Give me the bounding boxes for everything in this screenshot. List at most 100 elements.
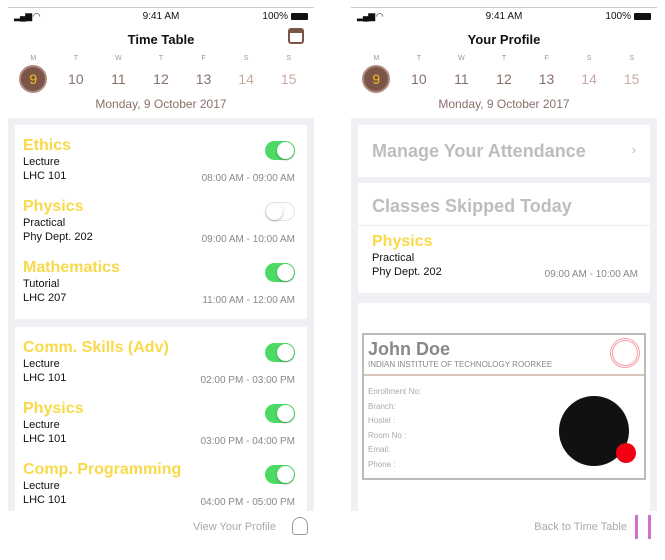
class-time: 09:00 AM - 10:00 AM bbox=[201, 234, 295, 245]
day-number: 9 bbox=[19, 65, 48, 93]
day-number: 10 bbox=[68, 71, 84, 87]
subject: Comp. Programming bbox=[23, 461, 182, 478]
day-number: 10 bbox=[411, 71, 427, 87]
day-letter: T bbox=[501, 55, 507, 62]
timetable-screen: ▂▄▆ ◠ 9:41 AM 100% Time Table M 9 T 10 W 11 T 12 F… bbox=[8, 7, 314, 542]
page-title: Time Table bbox=[127, 32, 195, 47]
pencils-icon[interactable] bbox=[635, 515, 651, 539]
day-number: 9 bbox=[362, 65, 391, 93]
day-number: 15 bbox=[623, 71, 640, 87]
battery-icon bbox=[291, 12, 308, 20]
day-letter: S bbox=[629, 55, 634, 62]
page-title: Your Profile bbox=[467, 32, 541, 47]
class-time: 03:00 PM - 04:00 PM bbox=[200, 436, 296, 447]
profile-icon[interactable] bbox=[292, 517, 308, 535]
manage-attendance-button[interactable]: Manage Your Attendance › bbox=[358, 125, 650, 177]
day-11[interactable]: W 11 bbox=[102, 55, 134, 93]
institute-logo bbox=[610, 338, 640, 368]
id-field: Email: bbox=[368, 445, 391, 454]
day-15[interactable]: S 15 bbox=[616, 55, 648, 93]
class-card: Comm. Skills (Adv) Lecture LHC 101 02:00 PM… bbox=[15, 327, 307, 511]
class-item: Ethics Lecture LHC 101 08:00 AM - 09:00 AM bbox=[23, 137, 295, 184]
day-number: 14 bbox=[238, 71, 254, 87]
class-item: Comm. Skills (Adv) Lecture LHC 101 02:00 PM… bbox=[23, 339, 296, 386]
day-13[interactable]: F 13 bbox=[188, 55, 220, 93]
id-field: Room No : bbox=[368, 430, 407, 440]
day-letter: S bbox=[243, 55, 249, 62]
day-13[interactable]: F 13 bbox=[531, 55, 563, 93]
chevron-right-icon: › bbox=[631, 142, 636, 157]
day-letter: T bbox=[73, 55, 78, 62]
attendance-toggle[interactable] bbox=[265, 404, 295, 423]
attendance-toggle[interactable] bbox=[265, 465, 295, 484]
day-letter: S bbox=[286, 55, 291, 62]
day-letter: T bbox=[416, 55, 421, 62]
attendance-toggle[interactable] bbox=[265, 141, 295, 160]
day-letter: W bbox=[458, 55, 465, 62]
class-item: Physics Practical Phy Dept. 202 09:00 AM - … bbox=[23, 198, 295, 245]
day-number: 13 bbox=[195, 71, 212, 87]
day-14[interactable]: S 14 bbox=[230, 55, 262, 93]
day-number: 12 bbox=[496, 71, 512, 87]
id-card: John Doe INDIAN INSTITUTE OF TECHNOLOGY … bbox=[362, 333, 646, 480]
subject: Physics bbox=[23, 198, 84, 215]
day-12[interactable]: T 12 bbox=[488, 55, 520, 93]
day-letter: M bbox=[30, 55, 37, 62]
day-letter: F bbox=[544, 55, 549, 62]
status-bar: ▂▄▆ ◠ 9:41 AM 100% bbox=[351, 10, 657, 24]
class-item: Mathematics Tutorial LHC 207 11:00 AM - 12:… bbox=[23, 259, 295, 306]
status-bar: ▂▄▆ ◠ 9:41 AM 100% bbox=[8, 10, 314, 24]
skipped-class-item: Physics Practical Phy Dept. 202 09:00 AM… bbox=[372, 233, 638, 280]
subject: Physics bbox=[23, 400, 84, 417]
day-10[interactable]: T 10 bbox=[403, 55, 435, 93]
attendance-toggle[interactable] bbox=[265, 202, 295, 221]
day-12[interactable]: T 12 bbox=[145, 55, 177, 93]
day-number: 14 bbox=[581, 71, 597, 87]
attendance-toggle[interactable] bbox=[265, 263, 295, 282]
class-item: Comp. Programming Lecture LHC 101 04:00 PM … bbox=[23, 461, 296, 508]
day-letter: F bbox=[201, 55, 206, 62]
day-number: 12 bbox=[153, 71, 169, 87]
profile-screen: ▂▄▆ ◠ 9:41 AM 100% Your Profile M 9 T 10 W 11 T 1… bbox=[351, 7, 657, 542]
subject: Ethics bbox=[23, 137, 72, 154]
day-number: 11 bbox=[454, 71, 469, 87]
day-letter: M bbox=[373, 55, 380, 62]
day-letter: T bbox=[158, 55, 164, 62]
signal-icon: ▂▄▆ ◠ bbox=[14, 11, 41, 21]
day-number: 11 bbox=[111, 71, 126, 87]
id-field: Enrollment No: bbox=[368, 387, 421, 396]
class-time: 02:00 PM - 03:00 PM bbox=[200, 375, 296, 386]
selected-date: Monday, 9 October 2017 bbox=[95, 97, 227, 111]
back-to-timetable-link[interactable]: Back to Time Table bbox=[534, 521, 627, 533]
class-card: Ethics Lecture LHC 101 08:00 AM - 09:00 AM P… bbox=[15, 125, 307, 319]
skipped-classes-card: Classes Skipped Today Physics Practical … bbox=[358, 183, 650, 293]
class-time: 11:00 AM - 12:00 AM bbox=[202, 295, 295, 306]
battery-icon bbox=[634, 12, 651, 20]
signal-icon: ▂▄▆ ◠ bbox=[357, 11, 384, 21]
day-14[interactable]: S 14 bbox=[573, 55, 605, 93]
week-strip: M 9 T 10 W 11 T 12 F 13 S 14 S 15 bbox=[8, 55, 314, 93]
day-number: 15 bbox=[280, 71, 297, 87]
class-item: Physics Lecture LHC 101 03:00 PM - 04:00 PM bbox=[23, 400, 296, 447]
class-time: 04:00 PM - 05:00 PM bbox=[200, 497, 296, 508]
student-name: John Doe bbox=[368, 339, 451, 359]
week-strip: M 9 T 10 W 11 T 12 F 13 S 14 S 15 bbox=[351, 55, 657, 93]
day-15[interactable]: S 15 bbox=[273, 55, 305, 93]
id-field: Phone : bbox=[368, 459, 396, 469]
day-10[interactable]: T 10 bbox=[60, 55, 92, 93]
status-dot bbox=[616, 443, 636, 463]
subject: Mathematics bbox=[23, 259, 120, 276]
id-field: Hostel : bbox=[368, 416, 396, 425]
subject: Comm. Skills (Adv) bbox=[23, 339, 169, 356]
attendance-toggle[interactable] bbox=[265, 343, 295, 362]
day-letter: S bbox=[586, 55, 592, 62]
day-letter: W bbox=[115, 55, 122, 62]
calendar-icon[interactable] bbox=[288, 28, 304, 44]
view-profile-link[interactable]: View Your Profile bbox=[193, 521, 276, 533]
day-number: 13 bbox=[538, 71, 555, 87]
id-field: Branch: bbox=[368, 401, 396, 411]
day-11[interactable]: W 11 bbox=[445, 55, 477, 93]
class-time: 08:00 AM - 09:00 AM bbox=[201, 173, 295, 184]
